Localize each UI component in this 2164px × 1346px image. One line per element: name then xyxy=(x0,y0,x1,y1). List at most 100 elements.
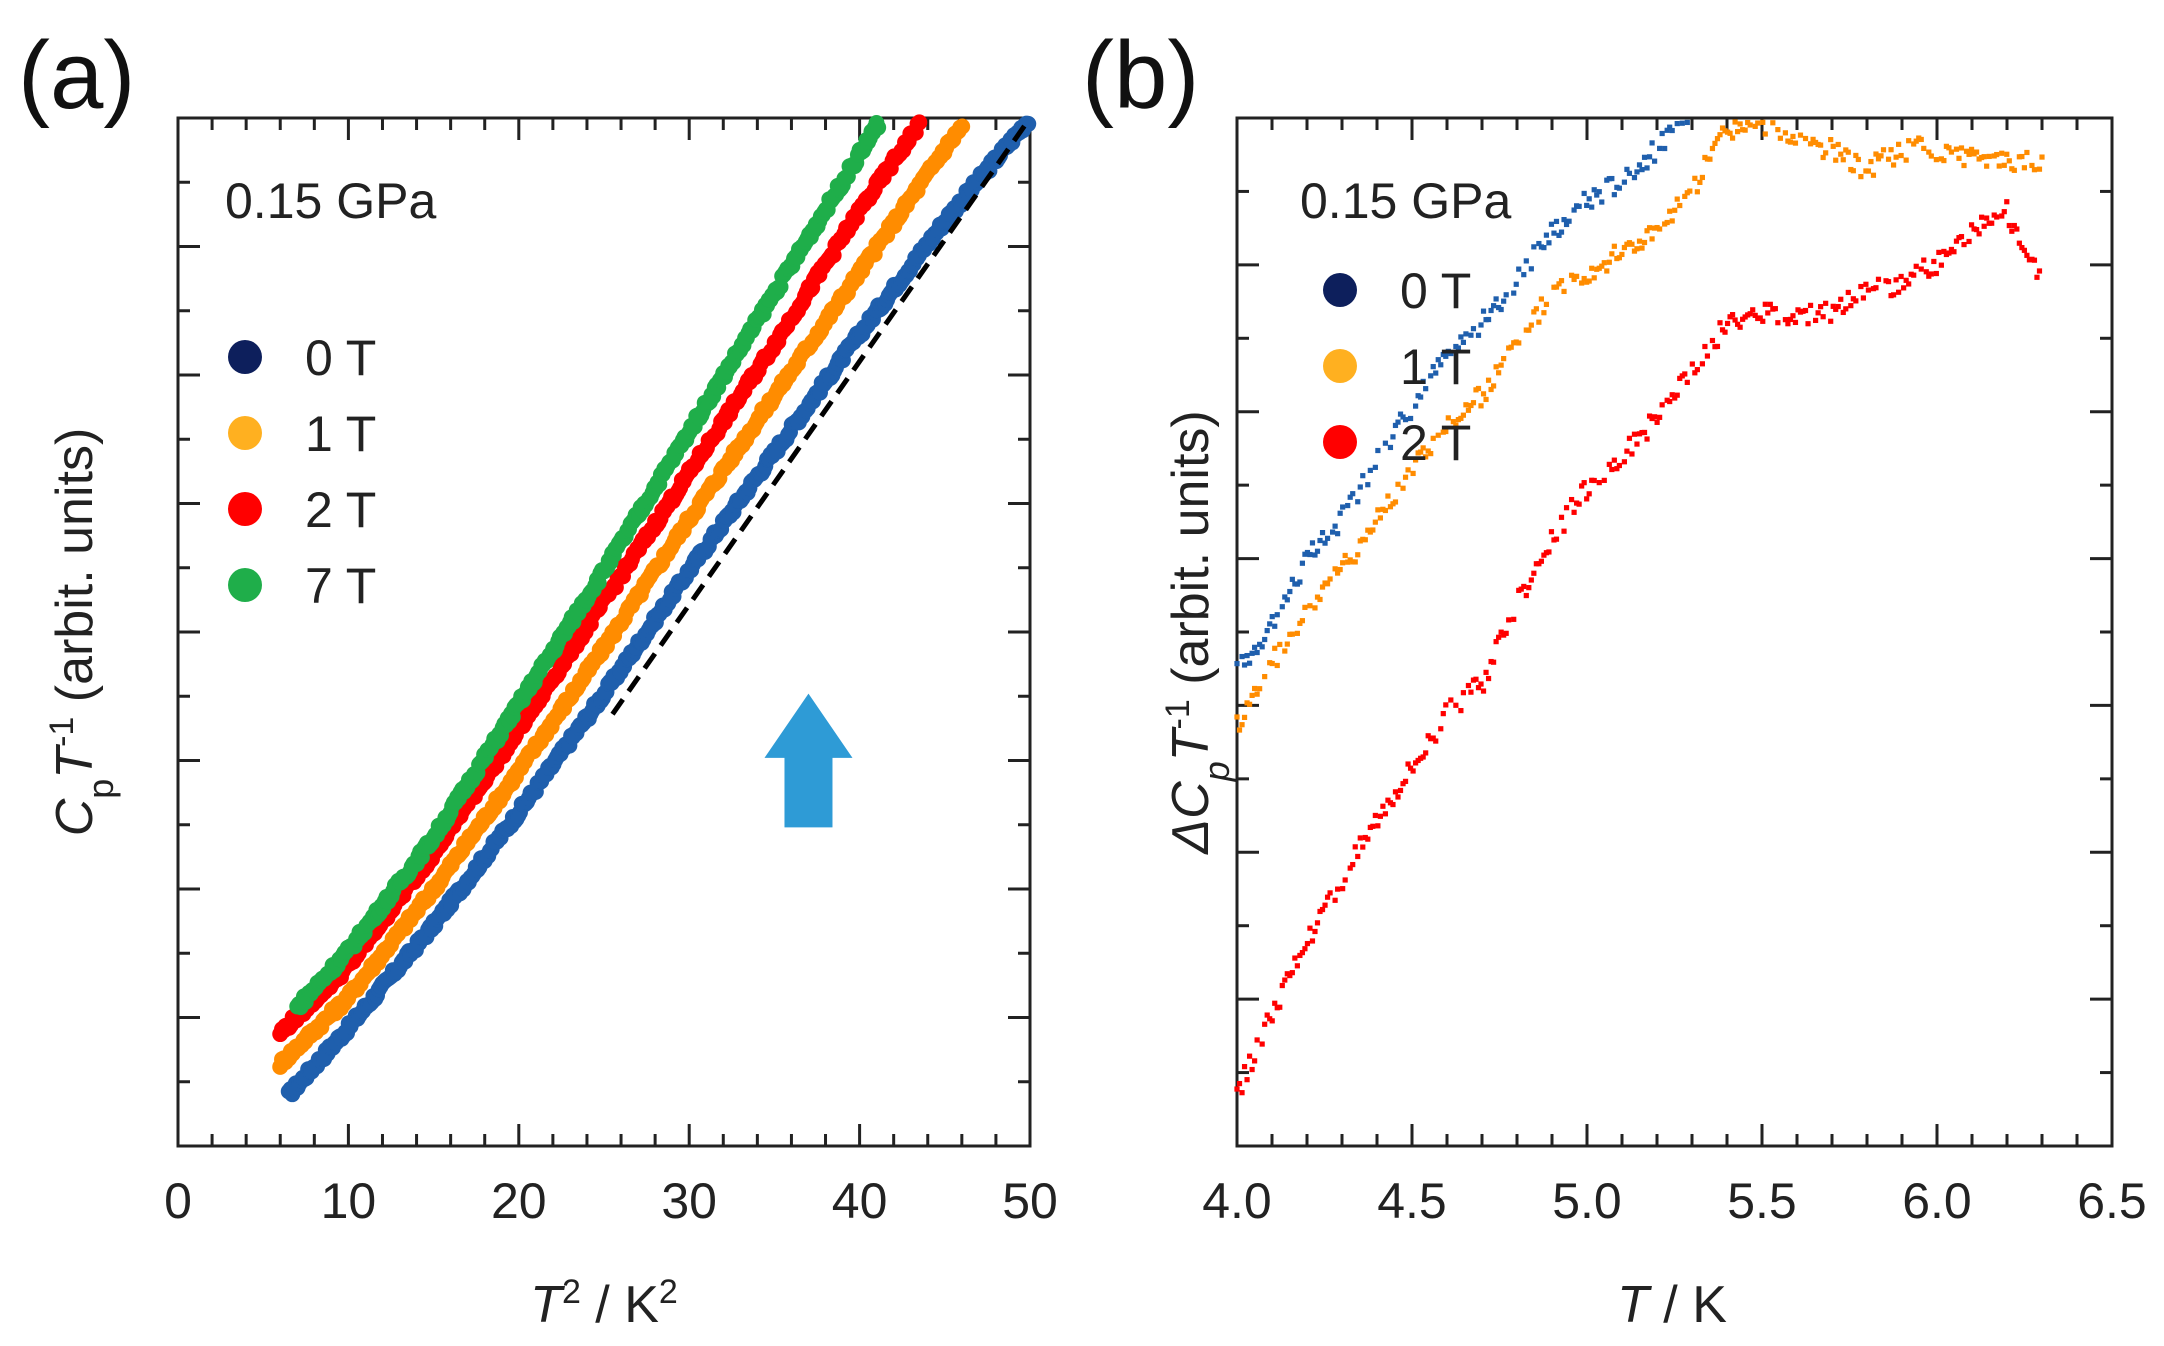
data-point xyxy=(1465,682,1472,689)
data-point xyxy=(1963,148,1970,154)
data-point xyxy=(1463,331,1469,337)
data-point xyxy=(1994,214,2000,220)
data-point xyxy=(1402,474,1409,480)
data-point xyxy=(1860,295,1866,301)
x-tick-label: 6.0 xyxy=(1902,1173,1972,1229)
chart-b-frame xyxy=(1235,116,2114,1148)
data-point xyxy=(2011,222,2017,229)
data-point xyxy=(1669,392,1675,398)
data-point xyxy=(1239,1090,1245,1096)
data-point xyxy=(1609,466,1615,473)
data-point xyxy=(1903,157,1909,163)
data-point xyxy=(1737,121,1743,127)
data-point xyxy=(1858,283,1864,290)
data-point xyxy=(1498,629,1504,635)
data-point xyxy=(1443,353,1449,359)
chart-a-annotation: 0.15 GPa xyxy=(225,173,436,229)
data-point xyxy=(1450,419,1456,425)
data-point xyxy=(1923,269,1929,275)
data-point xyxy=(1239,653,1245,660)
data-point xyxy=(1284,597,1290,603)
data-point xyxy=(1898,152,1904,159)
by-title-units: (arbit. units) xyxy=(1162,410,1220,699)
data-point xyxy=(1360,473,1366,479)
data-point xyxy=(1433,738,1439,744)
data-point xyxy=(1865,287,1872,293)
data-point xyxy=(1777,135,1783,141)
data-point xyxy=(1712,140,1718,147)
series-1-t xyxy=(272,118,971,1075)
data-point xyxy=(1470,326,1477,332)
data-point xyxy=(1694,367,1700,373)
data-point xyxy=(1488,386,1494,393)
data-point xyxy=(1372,464,1378,470)
data-point xyxy=(1830,303,1836,309)
data-point xyxy=(1400,414,1406,420)
data-point xyxy=(1762,131,1768,137)
data-point xyxy=(1508,344,1514,350)
data-point xyxy=(1941,157,1947,164)
data-point xyxy=(1274,662,1280,669)
data-point xyxy=(2031,257,2038,263)
data-point xyxy=(1558,514,1565,520)
data-point xyxy=(1304,940,1311,947)
data-point xyxy=(1662,145,1668,152)
data-point xyxy=(1752,312,1758,318)
data-point xyxy=(1322,540,1328,546)
data-point xyxy=(1563,221,1570,228)
data-point xyxy=(1689,361,1695,367)
data-point xyxy=(1870,172,1877,178)
series-7-t xyxy=(289,114,887,1016)
data-point xyxy=(1792,319,1799,326)
data-point xyxy=(1420,445,1426,451)
data-point xyxy=(1896,289,1902,295)
data-point xyxy=(1518,586,1524,592)
data-point xyxy=(1802,307,1809,314)
dashed-fit-line xyxy=(610,116,1033,716)
data-point xyxy=(1609,175,1615,182)
data-point xyxy=(1375,823,1381,829)
data-point xyxy=(1289,970,1295,976)
data-point xyxy=(1475,385,1482,392)
data-point xyxy=(1254,649,1260,656)
data-point xyxy=(1324,535,1331,541)
data-point xyxy=(1843,306,1849,312)
data-point xyxy=(1460,339,1467,345)
data-point xyxy=(1402,778,1409,784)
data-point xyxy=(1644,165,1650,171)
data-point xyxy=(1382,507,1389,514)
data-point xyxy=(1641,239,1648,246)
data-point xyxy=(1649,236,1655,242)
data-point xyxy=(1387,444,1394,451)
data-point xyxy=(1875,276,1882,282)
data-point xyxy=(1951,249,1957,255)
data-point xyxy=(1397,787,1404,794)
data-point xyxy=(1626,170,1633,176)
data-point xyxy=(1420,378,1426,385)
data-point xyxy=(1277,1004,1283,1010)
data-point xyxy=(1538,296,1544,302)
data-point xyxy=(1956,155,1962,161)
data-point xyxy=(1435,432,1441,438)
data-point xyxy=(1853,298,1859,304)
data-point xyxy=(1611,192,1617,198)
data-point xyxy=(1259,1041,1265,1047)
data-point xyxy=(1996,163,2002,169)
data-point xyxy=(1571,276,1577,283)
data-point xyxy=(1835,141,1841,148)
data-point xyxy=(1775,320,1781,326)
data-point xyxy=(1644,228,1650,234)
data-point xyxy=(1845,149,1851,155)
data-point xyxy=(1913,138,1919,144)
data-point xyxy=(1490,303,1497,309)
data-point xyxy=(1921,257,1927,263)
data-point xyxy=(1918,136,1924,143)
series-0-t xyxy=(280,115,1037,1103)
data-point xyxy=(1438,362,1444,368)
data-point xyxy=(1490,659,1497,665)
data-point xyxy=(1724,320,1731,327)
data-point xyxy=(1345,502,1351,509)
data-point xyxy=(1579,483,1585,489)
data-point xyxy=(1526,327,1532,333)
data-point xyxy=(2031,167,2038,173)
